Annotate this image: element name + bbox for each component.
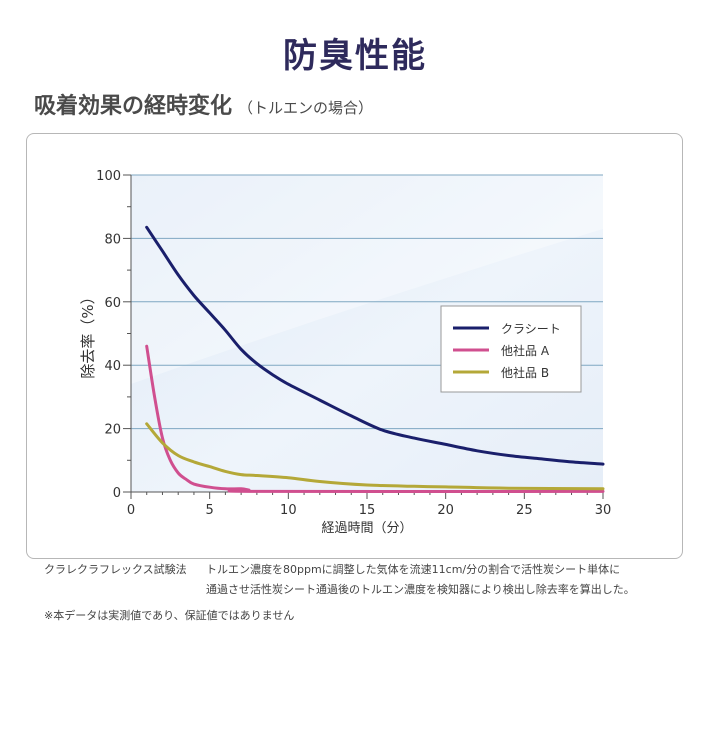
disclaimer: ※本データは実測値であり、保証値ではありません [44, 609, 295, 622]
page-title: 防臭性能 [283, 36, 427, 76]
x-axis-label: 経過時間（分） [321, 521, 412, 536]
y-tick-label: 80 [104, 232, 121, 247]
plot-sheen [131, 175, 603, 384]
chart-subtitle: 吸着効果の経時変化 （トルエンの場合） [34, 88, 373, 120]
tick-labels: 0 20 40 60 80 100 0 5 10 15 20 25 30 [96, 169, 611, 518]
x-tick-label: 20 [437, 503, 454, 518]
series-line-1 [145, 225, 605, 466]
y-axis-label: 除去率（%） [79, 289, 97, 378]
method-line1: トルエン濃度を80ppmに調整した気体を流速11cm/分の割合で活性炭シート単体… [206, 563, 621, 576]
method-line2: 通過させ活性炭シート通過後のトルエン濃度を検知器により検出し除去率を算出した。 [206, 583, 635, 596]
legend-label-2: 他社品 A [501, 343, 550, 358]
y-tick-label: 0 [113, 486, 121, 501]
method-label: クラレクラフレックス試験法 [44, 563, 187, 576]
series-group [145, 225, 605, 493]
x-tick-label: 0 [127, 503, 135, 518]
x-tick-label: 30 [595, 503, 612, 518]
series-line-3 [145, 422, 605, 491]
subtitle-main: 吸着効果の経時変化 [34, 94, 233, 119]
y-tick-label: 100 [96, 169, 121, 184]
legend-label-1: クラシート [501, 322, 561, 336]
y-tick-label: 60 [104, 296, 121, 311]
y-tick-label: 20 [104, 423, 121, 438]
x-tick-label: 10 [280, 503, 297, 518]
x-tick-label: 25 [516, 503, 533, 518]
legend-label-3: 他社品 B [501, 365, 549, 380]
x-tick-label: 15 [359, 503, 376, 518]
y-tick-label: 40 [104, 359, 121, 374]
chart-panel: 0 20 40 60 80 100 0 5 10 15 20 25 30 除去率（%） 経過時間（分） … [26, 133, 683, 559]
subtitle-sub: （トルエンの場合） [238, 99, 374, 117]
x-tick-label: 5 [206, 503, 214, 518]
